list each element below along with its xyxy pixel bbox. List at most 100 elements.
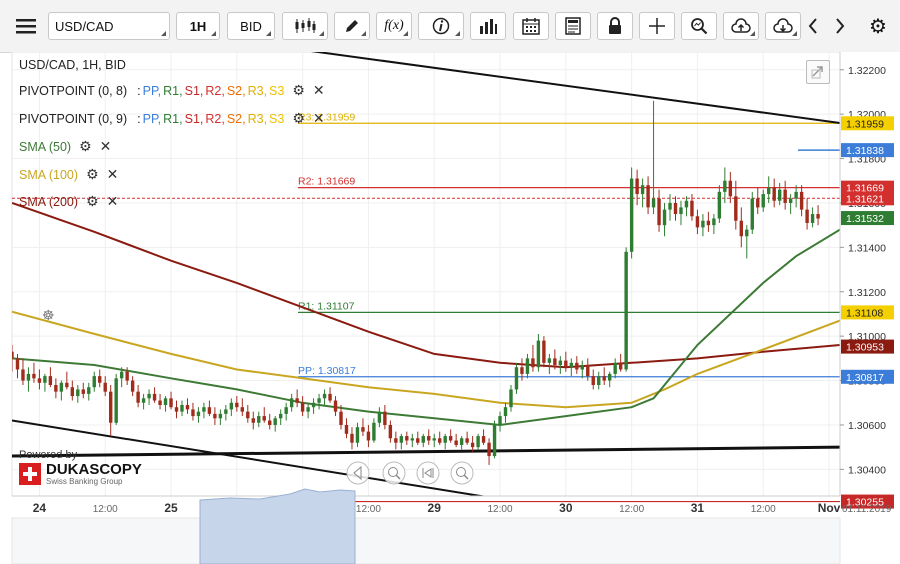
price-tag-0-bg: [841, 143, 894, 158]
candle-body: [87, 387, 91, 394]
sheet-button[interactable]: [555, 12, 591, 40]
download-icon: [773, 18, 793, 33]
chevron-left-icon: [808, 18, 817, 34]
lock-button[interactable]: [597, 12, 633, 40]
candle-body: [443, 436, 447, 443]
sma50-settings-gear-icon[interactable]: ⚙: [79, 138, 92, 154]
upload-button[interactable]: [723, 12, 759, 40]
candle-body: [531, 358, 535, 368]
crosshair-button[interactable]: [639, 12, 675, 40]
lock-icon: [609, 17, 621, 34]
candle-body: [366, 431, 371, 441]
nav-fit-icon-button: [416, 461, 440, 485]
pivot1-close-icon[interactable]: ✕: [312, 82, 325, 98]
candle-body: [799, 191, 804, 210]
trendline-1[interactable]: [12, 445, 840, 458]
pivot2-close-icon[interactable]: ✕: [312, 110, 325, 126]
zoom-button[interactable]: [681, 12, 717, 40]
pivot1-pp: PP,: [142, 83, 162, 98]
trendline-0[interactable]: [204, 52, 840, 125]
pivot2-pp: PP,: [142, 111, 162, 126]
y-tick-label: 1.32200: [848, 65, 886, 77]
candle-body: [399, 436, 404, 443]
pivot2-r2: R2,: [205, 111, 225, 126]
legend-pivot-1: PIVOTPOINT (0, 8) : PP, R1, S1, R2, S2, …: [19, 82, 325, 99]
price-side-select[interactable]: BID: [227, 12, 275, 40]
candle-body: [114, 378, 118, 423]
candle-body: [59, 382, 64, 392]
trendline-2[interactable]: [12, 419, 522, 503]
candle-body: [427, 436, 431, 441]
sma200-close-icon[interactable]: ✕: [106, 193, 119, 209]
navigator-background: [11, 517, 841, 564]
candle-body: [98, 376, 102, 383]
candle-body: [498, 416, 502, 425]
chart-type-button[interactable]: [282, 12, 328, 40]
menu-button[interactable]: [8, 12, 44, 40]
candle-body: [361, 427, 365, 432]
candle-body: [503, 407, 508, 417]
indicators-button[interactable]: f(x): [376, 12, 412, 40]
volume-button[interactable]: [470, 12, 506, 40]
nav-back-icon-button: [346, 461, 370, 485]
candle-body: [465, 438, 469, 443]
pivot1-settings-gear-icon[interactable]: ⚙: [292, 82, 305, 98]
candle-body: [421, 436, 425, 443]
sma50-close-icon[interactable]: ✕: [99, 138, 112, 154]
candle-body: [76, 389, 80, 397]
info-button[interactable]: [418, 12, 464, 40]
sma200-settings-gear-icon[interactable]: ⚙: [86, 193, 99, 209]
calendar-icon: [522, 18, 540, 35]
candle-body: [777, 189, 782, 201]
candle-body: [180, 404, 184, 412]
scroll-right-button[interactable]: [832, 12, 848, 40]
candle-body: [487, 442, 491, 457]
symbol-select[interactable]: USD/CAD: [48, 12, 170, 40]
candle-body: [635, 178, 639, 195]
candle-body: [684, 200, 689, 208]
chart-area[interactable]: R3: 1.31959 R2: 1.31669 R1: 1.31107 PP: 1.3…: [0, 52, 900, 564]
timeframe-select[interactable]: 1H: [176, 12, 220, 40]
candle-body: [196, 411, 201, 417]
gear-icon: ⚙: [869, 15, 887, 38]
candle-body: [70, 387, 75, 397]
price-tag-r1: 1.31108: [846, 307, 883, 319]
nav-zoom-in-icon-handle: [463, 474, 469, 480]
candle-body: [673, 202, 678, 215]
expand-icon[interactable]: [806, 60, 830, 84]
price-tag-r3: 1.31959: [846, 118, 884, 130]
settings-button[interactable]: ⚙: [866, 12, 890, 40]
y-tick-label: 1.30600: [848, 420, 886, 432]
chart-toolbar: USD/CAD 1H BID f(x) ⚙: [0, 0, 900, 53]
sheet-icon: [565, 17, 581, 35]
candle-body: [701, 220, 705, 228]
timeframe-label: 1H: [189, 18, 207, 34]
candle-body: [103, 382, 107, 392]
candle-body: [575, 362, 579, 370]
candle-body: [816, 214, 820, 219]
pivot2-s2: S2,: [226, 111, 246, 126]
scroll-left-button[interactable]: [805, 12, 821, 40]
pivot2-settings-gear-icon[interactable]: ⚙: [292, 110, 305, 126]
candle-body: [191, 409, 195, 417]
sma100-close-icon[interactable]: ✕: [106, 166, 119, 182]
price-chart[interactable]: R3: 1.31959 R2: 1.31669 R1: 1.31107 PP: 1.3…: [0, 52, 900, 564]
candle-body: [152, 393, 157, 401]
info-icon: [432, 17, 450, 35]
bars-icon: [480, 19, 497, 34]
candle-body: [174, 407, 179, 412]
candle-body: [141, 398, 146, 403]
pivot2-r1: R1,: [163, 111, 183, 126]
candle-body: [810, 214, 815, 223]
candle-body: [542, 340, 546, 363]
sma100-settings-gear-icon[interactable]: ⚙: [86, 166, 99, 182]
candle-body: [185, 404, 190, 410]
calendar-button[interactable]: [513, 12, 549, 40]
y-tick-label: 1.31400: [848, 242, 886, 254]
candle-body: [65, 382, 69, 388]
candle-body: [311, 402, 316, 408]
draw-button[interactable]: [334, 12, 370, 40]
candle-body: [37, 378, 42, 383]
candle-body: [448, 436, 453, 441]
download-button[interactable]: [765, 12, 801, 40]
